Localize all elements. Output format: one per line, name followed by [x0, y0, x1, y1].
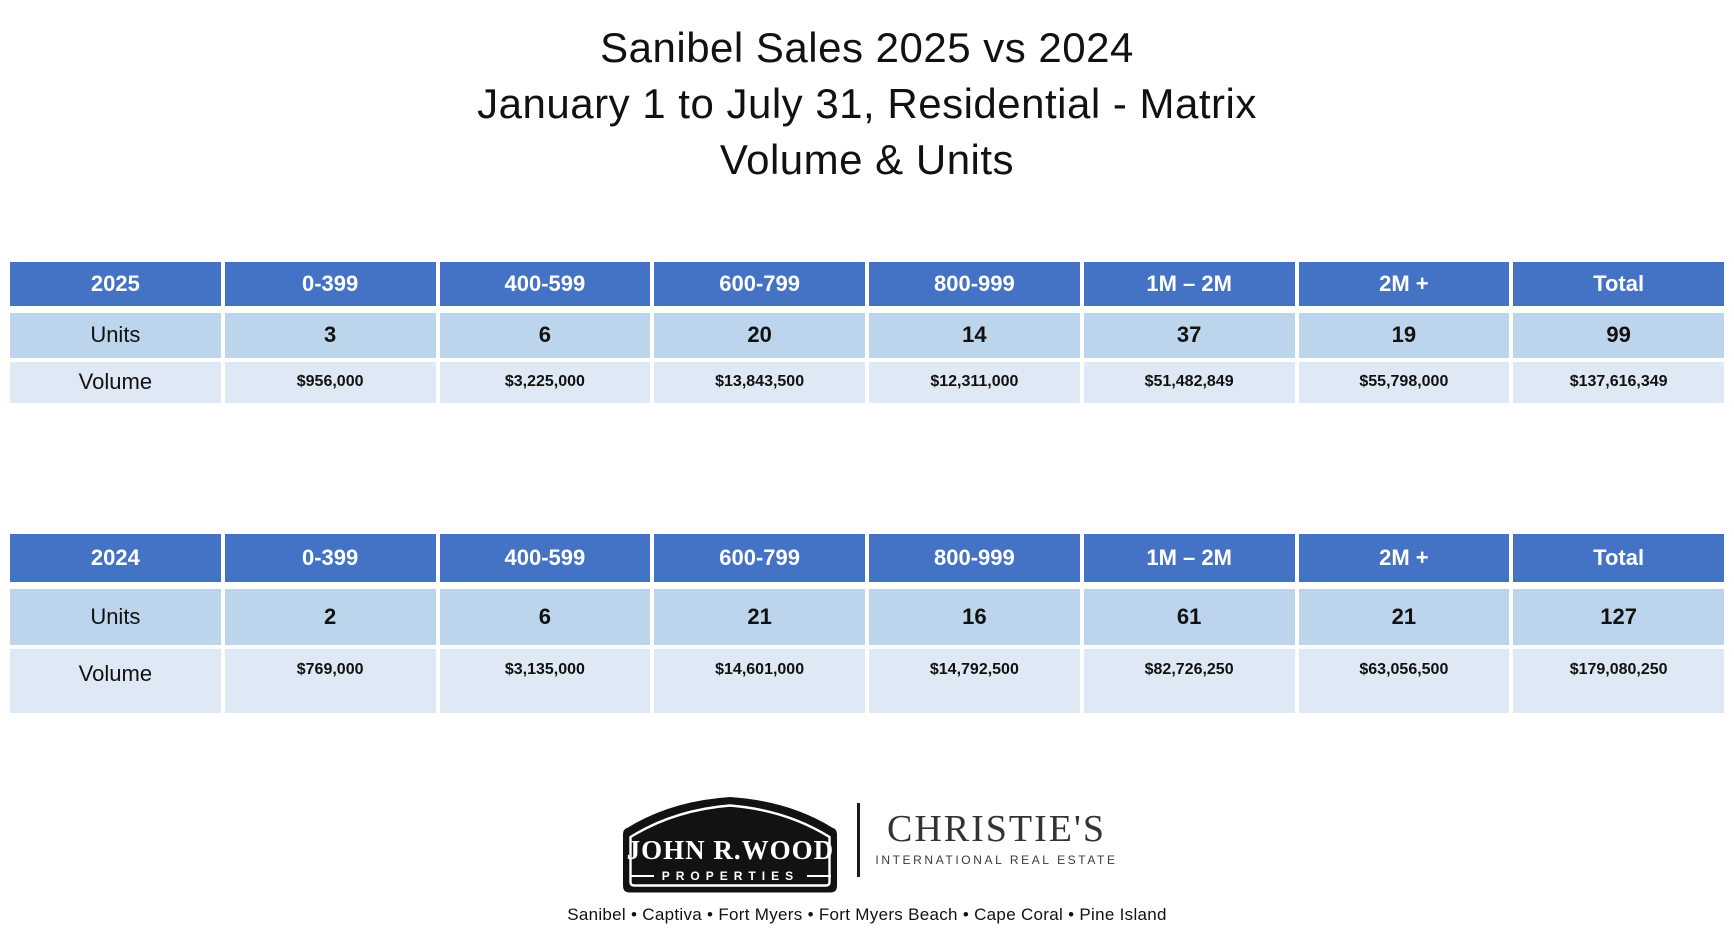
price-range-header: 400-599	[439, 261, 651, 306]
price-range-header: 600-799	[654, 533, 865, 582]
service-areas-tagline: Sanibel • Captiva • Fort Myers • Fort My…	[567, 904, 1167, 924]
units-value-cell: 14	[869, 312, 1080, 358]
units-row-label: Units	[10, 312, 221, 358]
left-rule	[629, 874, 654, 877]
price-range-header: 400-599	[439, 533, 651, 582]
logo-divider	[857, 802, 861, 877]
table-2024-volume-row: Volume $769,000 $3,135,000 $14,601,000 $…	[10, 648, 1724, 713]
brand-name: JOHN R.WOOD	[626, 834, 835, 865]
table-2025-units-row: Units 3 6 20 14 37 19 99	[10, 312, 1724, 358]
units-value-cell: 6	[439, 588, 651, 645]
total-column-header: Total	[1513, 533, 1724, 582]
units-value-cell: 20	[654, 312, 865, 358]
price-range-header: 600-799	[654, 261, 865, 306]
brand-subtitle: PROPERTIES	[629, 868, 832, 883]
volume-value-cell: $51,482,849	[1083, 361, 1295, 403]
price-range-header: 0-399	[224, 533, 436, 582]
price-range-header: 0-399	[224, 261, 436, 306]
table-2025-header-row: 2025 0-399 400-599 600-799 800-999 1M – …	[10, 261, 1724, 306]
sales-table-2025: 2025 0-399 400-599 600-799 800-999 1M – …	[10, 261, 1724, 403]
house-badge-icon	[623, 796, 838, 893]
title-line-1: Sanibel Sales 2025 vs 2024	[600, 24, 1134, 71]
table-2025-volume-row: Volume $956,000 $3,225,000 $13,843,500 $…	[10, 361, 1724, 403]
company-logo: JOHN R.WOOD PROPERTIES CHRISTIE'S INTERN…	[0, 793, 1734, 895]
volume-value-cell: $55,798,000	[1298, 361, 1510, 403]
volume-value-cell: $956,000	[224, 361, 436, 403]
units-value-cell: 16	[869, 588, 1080, 645]
volume-value-cell: $82,726,250	[1083, 648, 1295, 713]
units-row-label: Units	[10, 588, 221, 645]
units-value-cell: 21	[654, 588, 865, 645]
price-range-header: 2M +	[1298, 533, 1510, 582]
badge-text: JOHN R.WOOD PROPERTIES	[616, 793, 844, 895]
units-value-cell: 3	[224, 312, 436, 358]
units-value-cell: 19	[1298, 312, 1510, 358]
total-column-header: Total	[1513, 261, 1724, 306]
price-range-header: 1M – 2M	[1083, 261, 1295, 306]
price-range-header: 800-999	[869, 261, 1080, 306]
table-2024-year-cell: 2024	[10, 533, 221, 582]
john-r-wood-badge: JOHN R.WOOD PROPERTIES	[616, 793, 844, 895]
table-2024-units-row: Units 2 6 21 16 61 21 127	[10, 588, 1724, 645]
right-rule	[807, 874, 832, 877]
price-range-header: 2M +	[1298, 261, 1510, 306]
units-value-cell: 37	[1083, 312, 1295, 358]
volume-value-cell: $3,135,000	[439, 648, 651, 713]
table-2024-header-row: 2024 0-399 400-599 600-799 800-999 1M – …	[10, 533, 1724, 582]
units-total-cell: 127	[1513, 588, 1724, 645]
volume-value-cell: $63,056,500	[1298, 648, 1510, 713]
sales-table-2024: 2024 0-399 400-599 600-799 800-999 1M – …	[10, 533, 1724, 713]
units-value-cell: 2	[224, 588, 436, 645]
volume-value-cell: $13,843,500	[654, 361, 865, 403]
volume-value-cell: $14,792,500	[869, 648, 1080, 713]
volume-total-cell: $179,080,250	[1513, 648, 1724, 713]
price-range-header: 800-999	[869, 533, 1080, 582]
slide-title: Sanibel Sales 2025 vs 2024 January 1 to …	[0, 0, 1734, 188]
volume-value-cell: $3,225,000	[439, 361, 651, 403]
brand-subtitle-text: PROPERTIES	[661, 868, 800, 883]
units-total-cell: 99	[1513, 312, 1724, 358]
partner-subtitle: INTERNATIONAL REAL ESTATE	[875, 853, 1118, 868]
price-range-header: 1M – 2M	[1083, 533, 1295, 582]
volume-value-cell: $14,601,000	[654, 648, 865, 713]
units-value-cell: 21	[1298, 588, 1510, 645]
units-value-cell: 6	[439, 312, 651, 358]
volume-row-label: Volume	[10, 361, 221, 403]
volume-value-cell: $769,000	[224, 648, 436, 713]
volume-value-cell: $12,311,000	[869, 361, 1080, 403]
title-line-3: Volume & Units	[719, 135, 1015, 183]
volume-total-cell: $137,616,349	[1513, 361, 1724, 403]
volume-row-label: Volume	[10, 648, 221, 713]
partner-name: CHRISTIE'S	[887, 808, 1106, 851]
units-value-cell: 61	[1083, 588, 1295, 645]
table-2025-year-cell: 2025	[10, 261, 221, 306]
title-line-2: January 1 to July 31, Residential - Matr…	[477, 79, 1257, 127]
christies-wordmark: CHRISTIE'S INTERNATIONAL REAL ESTATE	[875, 808, 1118, 868]
